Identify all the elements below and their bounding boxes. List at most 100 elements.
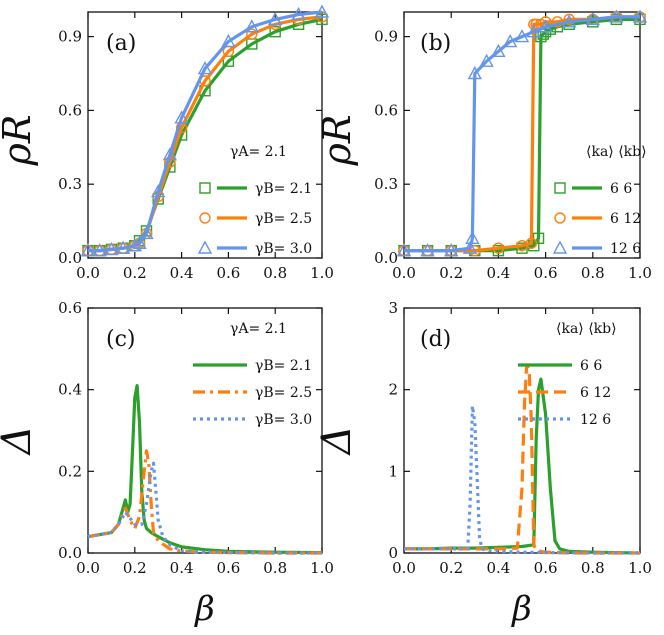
data-point bbox=[503, 34, 518, 48]
legend: γA= 2.1 γB= 2.1 γB= 2.5 γB= 3.0 bbox=[193, 321, 312, 428]
data-point bbox=[491, 43, 506, 58]
x-tick-label: 0.2 bbox=[123, 559, 147, 577]
panel-label: (b) bbox=[420, 31, 451, 56]
x-tick-label: 0.4 bbox=[486, 264, 510, 282]
x-tick-label: 0.0 bbox=[76, 264, 100, 282]
data-point bbox=[151, 184, 166, 198]
series-line bbox=[87, 384, 323, 555]
x-tick-label: 0.0 bbox=[76, 559, 100, 577]
y-tick-label: 0.9 bbox=[374, 28, 398, 46]
panel-label: (a) bbox=[106, 31, 136, 56]
x-tick-label: 0.6 bbox=[534, 264, 558, 282]
data-point bbox=[174, 110, 189, 124]
x-tick-label: 0.4 bbox=[170, 264, 194, 282]
x-axis-title: β bbox=[510, 589, 532, 629]
x-tick-label: 1.0 bbox=[310, 264, 334, 282]
legend-title: ⟨ka⟩ ⟨kb⟩ bbox=[556, 321, 617, 337]
y-tick-label: 0.3 bbox=[58, 175, 82, 193]
legend-entry: γB= 2.5 bbox=[255, 211, 312, 227]
data-point bbox=[104, 241, 119, 256]
x-tick-label: 1.0 bbox=[628, 559, 652, 577]
y-tick-label: 0.3 bbox=[374, 175, 398, 193]
data-point bbox=[479, 53, 494, 67]
data-point bbox=[115, 240, 131, 254]
y-axis-title: ρR bbox=[315, 115, 359, 167]
data-point bbox=[268, 11, 283, 26]
panel-label: (c) bbox=[106, 327, 136, 352]
legend-entry: 6 12 bbox=[580, 385, 611, 401]
y-axis-title: ρR bbox=[0, 115, 39, 167]
data-point bbox=[538, 19, 553, 33]
series-3 bbox=[80, 4, 330, 257]
x-tick-label: 0.0 bbox=[392, 264, 416, 282]
data-point bbox=[465, 230, 480, 245]
y-tick-label: 0.0 bbox=[58, 544, 82, 562]
legend-entry: γB= 3.0 bbox=[255, 241, 312, 257]
plot-frame bbox=[87, 11, 323, 259]
legend-entry: γB= 2.1 bbox=[255, 181, 312, 197]
x-tick-label: 0.8 bbox=[581, 264, 605, 282]
series-line bbox=[404, 363, 640, 555]
x-tick-label: 0.2 bbox=[439, 559, 463, 577]
data-point bbox=[197, 61, 213, 75]
legend-entry: γB= 3.0 bbox=[255, 412, 312, 428]
x-tick-label: 1.0 bbox=[310, 559, 334, 577]
y-axis-title: Δ bbox=[0, 426, 40, 457]
x-tick-label: 0.8 bbox=[581, 559, 605, 577]
legend-title: ⟨ka⟩ ⟨kb⟩ bbox=[586, 144, 647, 160]
x-tick-label: 0.2 bbox=[439, 264, 463, 282]
y-tick-label: 0.6 bbox=[374, 101, 398, 119]
series-line bbox=[87, 461, 322, 555]
x-tick-label: 0.6 bbox=[216, 264, 240, 282]
data-point bbox=[492, 242, 505, 254]
y-tick-label: 1 bbox=[388, 462, 398, 480]
x-tick-label: 0.6 bbox=[534, 559, 558, 577]
y-tick-label: 0.0 bbox=[374, 249, 398, 267]
data-point bbox=[132, 235, 147, 249]
y-tick-label: 0.0 bbox=[58, 249, 82, 267]
plot-frame bbox=[403, 11, 641, 259]
data-point bbox=[291, 6, 306, 21]
legend-title: γA= 2.1 bbox=[230, 321, 287, 337]
data-point bbox=[139, 225, 154, 240]
y-tick-label: 2 bbox=[388, 381, 398, 399]
data-point bbox=[314, 4, 330, 18]
x-axis-title: β bbox=[193, 589, 215, 629]
x-tick-label: 0.8 bbox=[263, 264, 287, 282]
legend: ⟨ka⟩ ⟨kb⟩ 6 6 6 12 12 6 bbox=[552, 144, 647, 257]
legend-marker bbox=[199, 212, 211, 224]
legend-marker bbox=[197, 240, 213, 254]
legend-marker bbox=[554, 212, 566, 224]
y-tick-label: 0 bbox=[388, 544, 398, 562]
data-point bbox=[525, 237, 538, 249]
data-point bbox=[514, 29, 530, 43]
legend-title: γA= 2.1 bbox=[230, 144, 287, 160]
data-point bbox=[469, 244, 481, 257]
panel-a: 0.0 0.2 0.4 0.6 0.8 1.0 0.0 0.3 0.6 0.9 (a) ρR γA= 2… bbox=[0, 4, 334, 282]
series-2 bbox=[404, 363, 640, 555]
panel-label: (d) bbox=[420, 327, 451, 352]
series-1 bbox=[404, 377, 641, 555]
x-tick-label: 0.4 bbox=[170, 559, 194, 577]
plot-frame bbox=[403, 307, 641, 554]
data-point bbox=[246, 28, 258, 40]
x-tick-label: 0.2 bbox=[123, 264, 147, 282]
panel-b: 0.0 0.2 0.4 0.6 0.8 1.0 0.0 0.3 0.6 0.9 (b) ρR ⟨ka⟩ … bbox=[315, 9, 652, 282]
legend: ⟨ka⟩ ⟨kb⟩ 6 6 6 12 12 6 bbox=[518, 321, 617, 428]
series-line bbox=[404, 404, 640, 555]
data-point bbox=[526, 24, 541, 38]
data-point bbox=[462, 240, 478, 254]
y-axis-title: Δ bbox=[314, 426, 360, 457]
series-line bbox=[404, 377, 641, 555]
legend-entry: γB= 2.1 bbox=[255, 358, 312, 374]
legend-entry: 6 12 bbox=[610, 211, 641, 227]
y-tick-label: 0.9 bbox=[58, 28, 82, 46]
data-point bbox=[80, 243, 96, 257]
data-point bbox=[221, 34, 236, 48]
data-point bbox=[444, 243, 459, 257]
y-tick-label: 0.6 bbox=[58, 299, 82, 317]
legend-marker bbox=[199, 182, 211, 194]
panel-c: 0.0 0.2 0.4 0.6 0.8 1.0 0.0 0.2 0.4 0.6 (c) Δβ γA= 2… bbox=[0, 299, 334, 629]
x-tick-label: 1.0 bbox=[628, 264, 652, 282]
